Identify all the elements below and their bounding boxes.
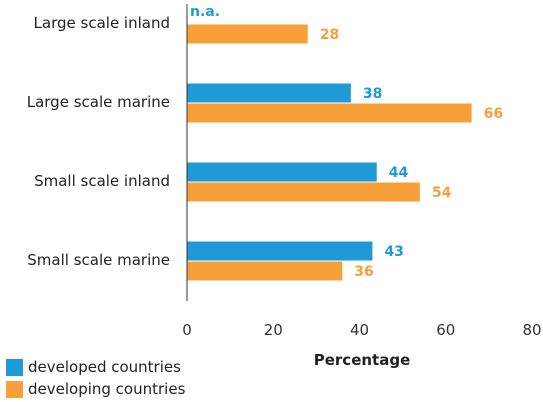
bar-developed-small-scale-marine bbox=[187, 241, 373, 261]
bar-developed-large-scale-marine bbox=[187, 83, 351, 103]
category-label-large-scale-marine: Large scale marine bbox=[27, 93, 170, 111]
legend-label-developed: developed countries bbox=[28, 358, 181, 376]
bar-developing-large-scale-inland bbox=[187, 24, 308, 44]
category-label-small-scale-marine: Small scale marine bbox=[27, 251, 170, 269]
category-label-large-scale-inland: Large scale inland bbox=[34, 14, 170, 32]
legend-item-developing: developing countries bbox=[6, 380, 185, 398]
x-tick-label-60: 60 bbox=[436, 321, 455, 339]
x-tick-label-0: 0 bbox=[182, 321, 192, 339]
value-label-developed-small-scale-inland: 44 bbox=[389, 165, 409, 181]
legend-swatch-developing bbox=[6, 380, 23, 398]
value-label-developing-small-scale-marine: 36 bbox=[354, 264, 373, 280]
bar-developed-small-scale-inland bbox=[187, 162, 377, 182]
value-label-developed-small-scale-marine: 43 bbox=[384, 244, 403, 260]
bar-developing-small-scale-inland bbox=[187, 182, 420, 202]
category-label-small-scale-inland: Small scale inland bbox=[34, 172, 170, 190]
category-labels: Large scale inland Large scale marine Smal… bbox=[27, 14, 170, 269]
x-tick-label-80: 80 bbox=[522, 321, 541, 339]
value-labels: n.a. 38 44 43 28 66 54 36 bbox=[190, 4, 503, 280]
x-axis-title: Percentage bbox=[314, 351, 411, 369]
bar-developing-small-scale-marine bbox=[187, 261, 343, 281]
value-label-developing-small-scale-inland: 54 bbox=[432, 185, 452, 201]
value-label-developing-large-scale-inland: 28 bbox=[320, 27, 339, 43]
value-label-developing-large-scale-marine: 66 bbox=[484, 106, 503, 122]
value-label-developed-large-scale-marine: 38 bbox=[363, 86, 382, 102]
legend-label-developing: developing countries bbox=[28, 380, 186, 398]
x-tick-label-40: 40 bbox=[350, 321, 369, 339]
x-tick-label-20: 20 bbox=[264, 321, 283, 339]
x-tick-labels: 0 20 40 60 80 bbox=[182, 321, 541, 339]
legend-item-developed: developed countries bbox=[6, 358, 181, 376]
bar-developing-large-scale-marine bbox=[187, 103, 472, 123]
bars bbox=[187, 24, 472, 281]
legend-swatch-developed bbox=[6, 358, 23, 376]
value-label-developed-large-scale-inland: n.a. bbox=[190, 4, 220, 20]
